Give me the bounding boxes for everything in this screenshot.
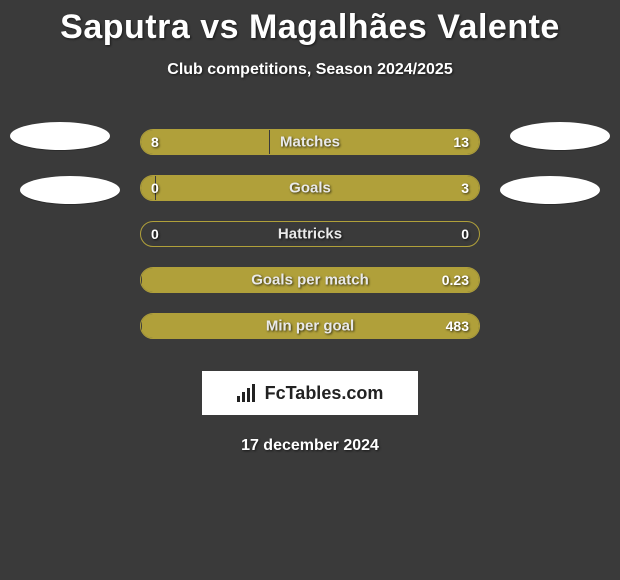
stat-label: Goals per match [251,272,369,289]
stat-right-value: 483 [446,318,469,334]
stat-right-value: 3 [461,180,469,196]
stat-right-value: 0.23 [442,272,469,288]
stat-bar: 8 Matches 13 [140,129,480,155]
stat-row: 0 Hattricks 0 [0,211,620,257]
stat-rows: 8 Matches 13 0 Goals 3 0 Hattricks 0 Goa… [0,119,620,349]
stat-bar: Min per goal 483 [140,313,480,339]
stat-left-value: 0 [151,180,159,196]
stat-label: Matches [280,134,340,151]
stat-row: 8 Matches 13 [0,119,620,165]
stat-right-value: 0 [461,226,469,242]
stat-label: Goals [289,180,331,197]
stat-right-value: 13 [453,134,469,150]
stat-bar: 0 Hattricks 0 [140,221,480,247]
stat-row: Goals per match 0.23 [0,257,620,303]
stat-left-value: 0 [151,226,159,242]
stat-left-value: 8 [151,134,159,150]
stat-bar: Goals per match 0.23 [140,267,480,293]
brand-link[interactable]: FcTables.com [202,371,418,415]
stat-row: Min per goal 483 [0,303,620,349]
fill-left [141,130,269,154]
date-text: 17 december 2024 [0,437,620,455]
stat-label: Hattricks [278,226,342,243]
stat-label: Min per goal [266,318,354,335]
page-title: Saputra vs Magalhães Valente [0,0,620,47]
stat-row: 0 Goals 3 [0,165,620,211]
brand-text: FcTables.com [265,383,384,404]
subtitle: Club competitions, Season 2024/2025 [0,61,620,79]
stat-bar: 0 Goals 3 [140,175,480,201]
bar-chart-icon [237,384,259,402]
